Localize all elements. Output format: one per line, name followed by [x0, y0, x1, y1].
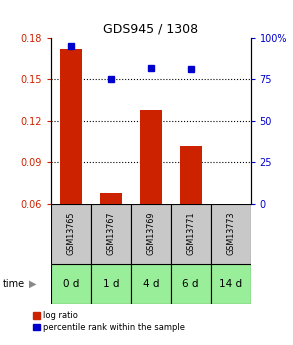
Text: GSM13765: GSM13765 — [67, 212, 76, 256]
Text: 0 d: 0 d — [63, 279, 79, 289]
Text: GSM13769: GSM13769 — [146, 212, 155, 256]
Bar — [180, 146, 202, 204]
Text: GSM13767: GSM13767 — [107, 212, 115, 256]
Bar — [171, 264, 211, 304]
Bar — [51, 204, 91, 264]
Bar — [51, 264, 91, 304]
Bar — [91, 264, 131, 304]
Text: 6 d: 6 d — [183, 279, 199, 289]
Text: ▶: ▶ — [28, 279, 36, 289]
Bar — [140, 110, 162, 204]
Bar — [91, 204, 131, 264]
Bar — [131, 264, 171, 304]
Text: 1 d: 1 d — [103, 279, 119, 289]
Text: 14 d: 14 d — [219, 279, 242, 289]
Title: GDS945 / 1308: GDS945 / 1308 — [103, 22, 198, 36]
Bar — [60, 49, 82, 204]
Bar — [131, 204, 171, 264]
Legend: log ratio, percentile rank within the sample: log ratio, percentile rank within the sa… — [33, 311, 185, 332]
Text: time: time — [3, 279, 25, 289]
Text: GSM13773: GSM13773 — [226, 212, 235, 256]
Text: GSM13771: GSM13771 — [186, 212, 195, 256]
Bar — [100, 193, 122, 204]
Bar — [171, 204, 211, 264]
Bar — [211, 204, 251, 264]
Bar — [211, 264, 251, 304]
Text: 4 d: 4 d — [143, 279, 159, 289]
